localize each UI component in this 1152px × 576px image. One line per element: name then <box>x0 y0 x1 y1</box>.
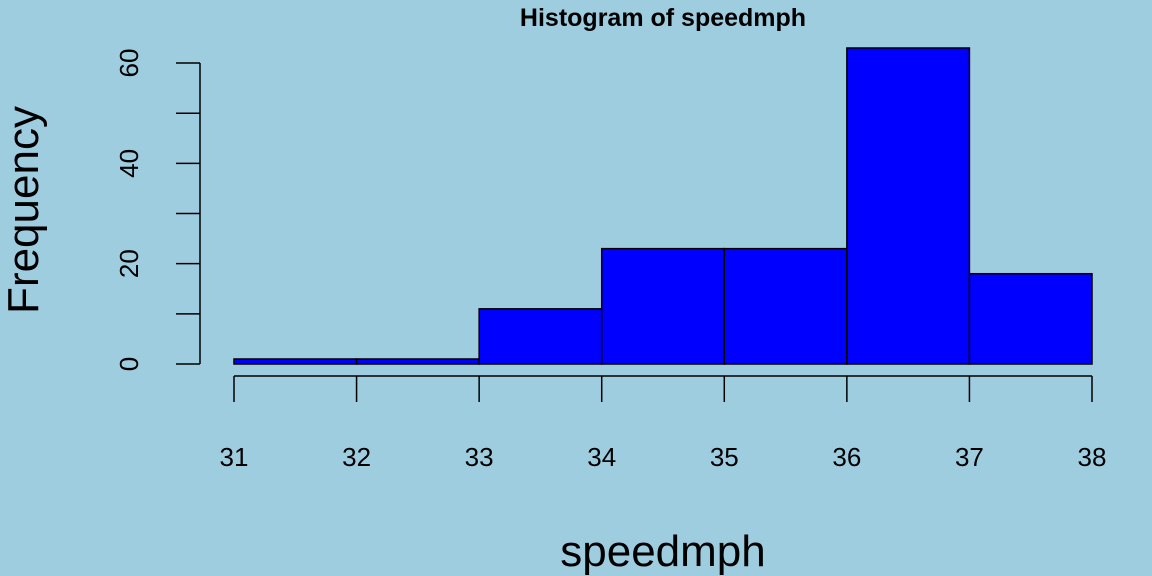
histogram-bar-2 <box>478 308 603 365</box>
x-tick-label: 37 <box>955 442 984 472</box>
y-tick-label: 40 <box>114 149 144 178</box>
x-tick-label: 33 <box>465 442 494 472</box>
chart-title: Histogram of speedmph <box>520 4 806 32</box>
x-tick-label: 38 <box>1078 442 1107 472</box>
x-axis-label: speedmph <box>560 527 765 576</box>
x-tick-label: 32 <box>342 442 371 472</box>
x-tick-label: 35 <box>710 442 739 472</box>
y-tick-label: 60 <box>114 49 144 78</box>
x-axis: 31 32 33 34 35 36 37 38 <box>220 375 1107 472</box>
bars-group <box>233 47 1093 365</box>
histogram-bar-6 <box>968 272 1093 365</box>
y-axis-label: Frequency <box>0 106 48 314</box>
histogram-bar-5 <box>846 47 971 365</box>
y-tick-label: 0 <box>114 357 144 371</box>
histogram-bar-1 <box>355 358 480 365</box>
histogram-bar-0 <box>233 358 358 365</box>
histogram-bar-3 <box>600 247 726 365</box>
y-tick-label: 20 <box>114 249 144 278</box>
histogram-bar-4 <box>723 247 848 365</box>
y-axis: 0 20 40 60 <box>114 49 201 371</box>
x-tick-label: 36 <box>832 442 861 472</box>
x-tick-label: 34 <box>587 442 616 472</box>
x-tick-label: 31 <box>220 442 249 472</box>
